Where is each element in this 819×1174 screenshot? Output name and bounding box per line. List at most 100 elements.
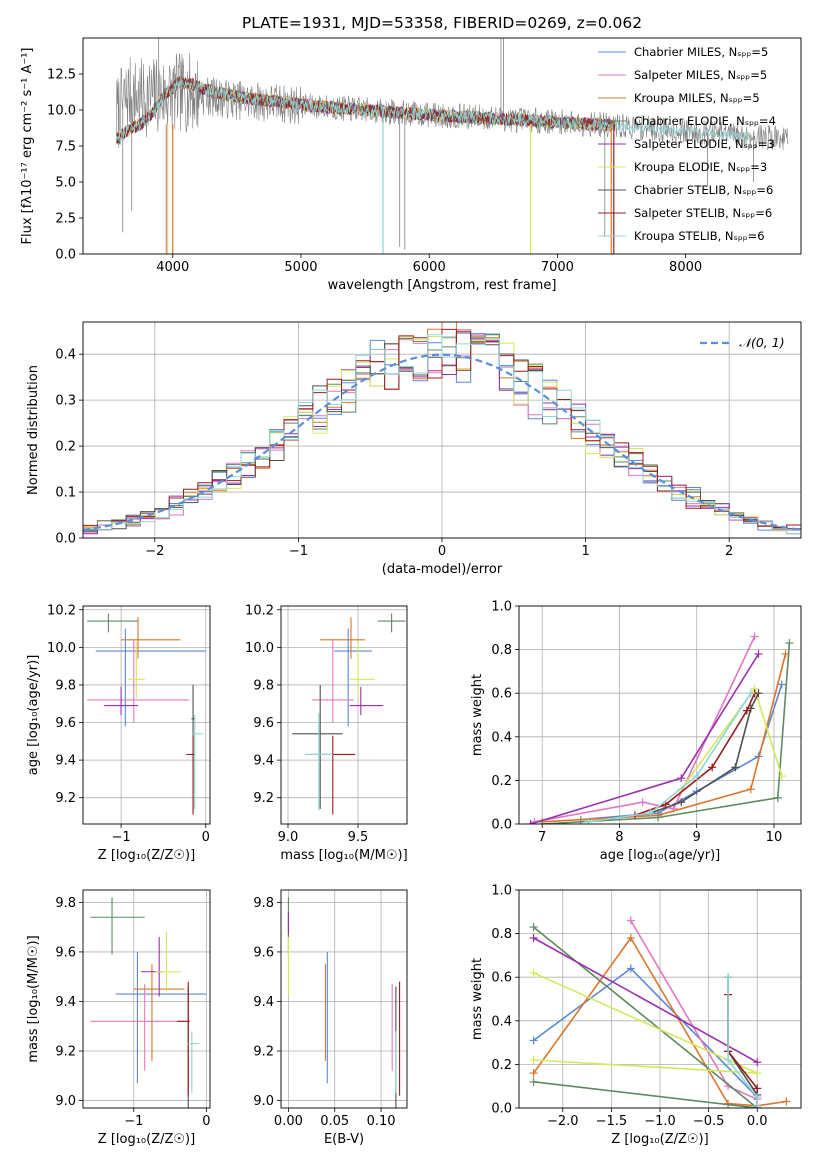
weight_vs_Z-marker-kroupa_elodie-2 bbox=[529, 1056, 538, 1065]
weight_vs_Z-ytick-label-5: 1.0 bbox=[491, 884, 512, 899]
mass_vs_Z-ytick-label-2: 9.4 bbox=[55, 995, 76, 1010]
residuals-ytick-label-0: 0.0 bbox=[55, 532, 76, 547]
spectrum-model-chabrier_stelib bbox=[115, 78, 616, 145]
age_vs_mass-panel: 9.0 9.5 9.2 9.4 9.6 9.8 10.0 10.2 mass [log₁₀(M/… bbox=[245, 603, 408, 863]
mass_vs_ebv-xtick-label-0: 0.00 bbox=[274, 1114, 303, 1129]
weight_vs_Z-marker-kroupa_stelib-0 bbox=[724, 973, 733, 982]
weight_vs_age-marker-chabrier_elodie-0 bbox=[538, 820, 547, 824]
weight_vs_age-marker-salpeter_elodie-2 bbox=[754, 649, 763, 658]
weight_vs_age-marker-chabrier_stelib-3 bbox=[731, 763, 740, 772]
weight_vs_Z-marker-chabrier_elodie-0 bbox=[529, 1077, 538, 1086]
weight_vs_age-line-chabrier_elodie bbox=[542, 643, 791, 824]
spectrum-ytick-label-1: 2.5 bbox=[55, 212, 76, 227]
weight_vs_Z-line-kroupa_elodie bbox=[533, 972, 758, 1074]
age_vs_mass-xtick-label-1: 9.5 bbox=[348, 830, 369, 845]
age_vs_Z-ylabel: age [log₁₀(age/yr)] bbox=[26, 655, 41, 776]
mass_vs_ebv-plot-area bbox=[287, 897, 401, 1108]
age_vs_mass-xtick-label-0: 9.0 bbox=[278, 830, 299, 845]
age_vs_mass-xlabel: mass [log₁₀(M/M☉)] bbox=[280, 848, 407, 863]
age_vs_Z-grid bbox=[83, 606, 210, 824]
mass_vs_Z-panel: −1 0 9.0 9.2 9.4 9.6 9.8 Z [log₁₀(Z/Z☉)] mass [l… bbox=[26, 889, 211, 1147]
spectrum-ytick-label-4: 10.0 bbox=[47, 104, 76, 119]
weight_vs_Z-marker-chabrier_elodie-2 bbox=[529, 923, 538, 932]
age_vs_mass-ytick-label-0: 9.2 bbox=[253, 791, 274, 806]
age_vs_Z-plot-area bbox=[87, 613, 206, 815]
age_vs_mass-ytick-label-5: 10.2 bbox=[245, 603, 274, 618]
age_vs_mass-ytick-label-4: 10.0 bbox=[245, 641, 274, 656]
weight_vs_age-marker-salpeter_stelib-3 bbox=[742, 706, 751, 715]
weight_vs_age-marker-chabrier_elodie-2 bbox=[773, 793, 782, 802]
mass_vs_ebv-ytick-label-3: 9.6 bbox=[253, 945, 274, 960]
age_vs_Z-ytick-label-0: 9.2 bbox=[55, 791, 76, 806]
spectrum-xtick-label-1: 5000 bbox=[284, 260, 317, 275]
weight_vs_age-marker-kroupa_stelib-0 bbox=[584, 817, 593, 824]
spectrum-legend-label-7: Salpeter STELIB, Nₛₚₚ=6 bbox=[634, 206, 772, 220]
spectrum-ytick-label-0: 0.0 bbox=[55, 248, 76, 263]
weight_vs_Z-line-chabrier_elodie bbox=[533, 926, 759, 1108]
weight_vs_Z-marker-kroupa_miles-0 bbox=[529, 1069, 538, 1078]
mass_vs_Z-xlabel: Z [log₁₀(Z/Z☉)] bbox=[98, 1132, 195, 1147]
spectrum-model-salpeter_stelib bbox=[115, 76, 616, 145]
spectrum-legend-label-4: Salpeter ELODIE, Nₛₚₚ=3 bbox=[634, 137, 775, 151]
weight_vs_Z-ytick-label-0: 0.0 bbox=[491, 1102, 512, 1117]
weight_vs_Z-line-chabrier_stelib bbox=[727, 977, 759, 1106]
weight_vs_Z-marker-salpeter_elodie-1 bbox=[753, 1058, 762, 1067]
mass_vs_ebv-xtick-label-2: 0.10 bbox=[367, 1114, 396, 1129]
mass_vs_Z-ytick-label-0: 9.0 bbox=[55, 1094, 76, 1109]
weight_vs_age-marker-kroupa_stelib-3 bbox=[746, 689, 755, 698]
residuals-ytick-label-3: 0.3 bbox=[55, 394, 76, 409]
spectrum-panel: 4000 5000 6000 7000 8000 0.0 2.5 5.0 7.5 10.0 12.5… bbox=[20, 37, 802, 293]
weight_vs_age-line-salpeter_stelib bbox=[634, 692, 756, 817]
weight_vs_age-panel: 7 8 9 10 0.0 0.2 0.4 0.6 0.8 1.0 age [log₁₀(age/yr… bbox=[470, 600, 802, 863]
weight_vs_age-grid bbox=[519, 605, 801, 825]
weight_vs_Z-marker-chabrier_miles-0 bbox=[529, 1036, 538, 1045]
age_vs_mass-axes: 9.0 9.5 9.2 9.4 9.6 9.8 10.0 10.2 mass [log₁₀(M/… bbox=[245, 603, 408, 863]
weight_vs_age-line-chabrier_stelib bbox=[588, 692, 760, 823]
residuals-plot-area bbox=[83, 322, 801, 535]
weight_vs_Z-ytick-label-4: 0.8 bbox=[491, 927, 512, 942]
residual-hist-kroupa_stelib bbox=[83, 334, 801, 535]
mass_vs_Z-grid bbox=[83, 890, 210, 1108]
weight_vs_Z-xtick-label-3: −0.5 bbox=[693, 1114, 725, 1129]
mass_vs_Z-ytick-label-3: 9.6 bbox=[55, 945, 76, 960]
weight_vs_age-marker-chabrier_miles-4 bbox=[777, 680, 786, 689]
weight_vs_age-marker-salpeter_miles-1 bbox=[638, 798, 647, 807]
weight_vs_age-ytick-label-0: 0.0 bbox=[491, 818, 512, 833]
residuals-axes: −2 −1 0 1 2 0.0 0.1 0.2 0.3 0.4 (data-model)/error… bbox=[26, 321, 802, 577]
spectrum-xtick-label-3: 7000 bbox=[541, 260, 574, 275]
spectrum-legend-label-3: Chabrier ELODIE, Nₛₚₚ=4 bbox=[634, 114, 776, 128]
spectrum-ytick-label-3: 7.5 bbox=[55, 140, 76, 155]
normal-curve bbox=[83, 353, 801, 531]
weight_vs_Z-ytick-label-3: 0.6 bbox=[491, 971, 512, 986]
age_vs_Z-ytick-label-2: 9.6 bbox=[55, 716, 76, 731]
spectrum-legend-label-2: Kroupa MILES, Nₛₚₚ=5 bbox=[634, 91, 760, 105]
weight_vs_age-marker-chabrier_elodie-1 bbox=[654, 813, 663, 822]
age_vs_Z-xtick-label-1: 0 bbox=[202, 830, 210, 845]
age_vs_Z-xlabel: Z [log₁₀(Z/Z☉)] bbox=[98, 848, 195, 863]
weight_vs_Z-xlabel: Z [log₁₀(Z/Z☉)] bbox=[611, 1132, 708, 1147]
spectrum-legend-label-0: Chabrier MILES, Nₛₚₚ=5 bbox=[634, 45, 768, 59]
weight_vs_age-xtick-label-3: 10 bbox=[766, 830, 783, 845]
spectrum-ytick-label-2: 5.0 bbox=[55, 176, 76, 191]
residual-legend-label: 𝒩(0, 1) bbox=[739, 335, 785, 350]
weight_vs_Z-marker-salpeter_miles-0 bbox=[626, 916, 635, 925]
weight_vs_age-xtick-label-0: 7 bbox=[538, 830, 546, 845]
figure-title: PLATE=1931, MJD=53358, FIBERID=0269, z=0… bbox=[242, 14, 642, 32]
weight_vs_Z-panel: −2.0 −1.5 −1.0 −0.5 0.0 0.0 0.2 0.4 0.6 0.8 1.0 Z [… bbox=[470, 884, 802, 1147]
weight_vs_Z-marker-chabrier_miles-1 bbox=[626, 964, 635, 973]
age_vs_Z-xtick-label-0: −1 bbox=[112, 830, 131, 845]
weight_vs_age-axes: 7 8 9 10 0.0 0.2 0.4 0.6 0.8 1.0 age [log₁₀(age/yr… bbox=[470, 600, 802, 863]
weight_vs_Z-marker-kroupa_stelib-2 bbox=[753, 1093, 762, 1102]
weight_vs_Z-marker-kroupa_elodie-1 bbox=[753, 1069, 762, 1078]
weight_vs_age-marker-salpeter_elodie-0 bbox=[526, 820, 535, 824]
weight_vs_Z-marker-salpeter_stelib-2 bbox=[753, 1084, 762, 1093]
weight_vs_age-ytick-label-4: 0.8 bbox=[491, 643, 512, 658]
mass_vs_Z-ytick-label-4: 9.8 bbox=[55, 896, 76, 911]
residuals-ytick-label-1: 0.1 bbox=[55, 486, 76, 501]
age_vs_mass-ytick-label-3: 9.8 bbox=[253, 678, 274, 693]
weight_vs_age-xtick-label-1: 8 bbox=[615, 830, 623, 845]
spectrum-legend: Chabrier MILES, Nₛₚₚ=5 Salpeter MILES, Nₛ… bbox=[598, 45, 776, 243]
spectrum-xtick-label-4: 8000 bbox=[669, 260, 702, 275]
